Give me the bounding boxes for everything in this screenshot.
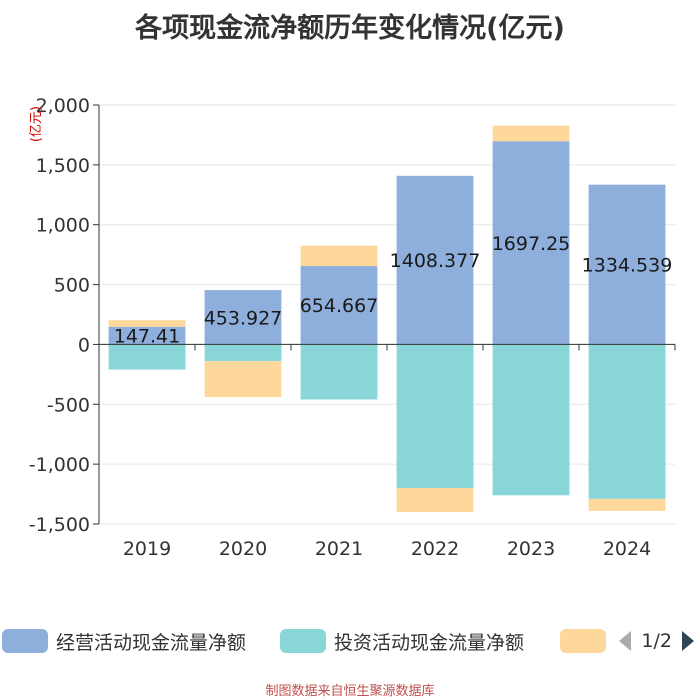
legend-swatch-investing xyxy=(280,629,326,653)
x-tick-label-2023: 2023 xyxy=(507,538,555,560)
legend-swatch-financing xyxy=(560,629,606,653)
bar-investing-2020 xyxy=(204,344,282,362)
legend-next-arrow-icon[interactable] xyxy=(682,631,694,651)
legend: 经营活动现金流量净额 投资活动现金流量净额 1/2 xyxy=(0,626,700,656)
bar-operating-2022 xyxy=(396,175,474,345)
bar-financing-2024 xyxy=(588,498,666,511)
data-label-2024: 1334.539 xyxy=(582,255,673,277)
x-tick-label-2024: 2024 xyxy=(603,538,651,560)
legend-pager: 1/2 xyxy=(619,626,694,656)
x-tick-label-2020: 2020 xyxy=(219,538,267,560)
bar-financing-2021 xyxy=(300,245,378,267)
y-tick-label: 2,000 xyxy=(36,95,90,117)
bar-financing-2023 xyxy=(492,125,570,142)
bar-financing-2022 xyxy=(396,488,474,513)
legend-item-investing[interactable]: 投资活动现金流量净额 xyxy=(280,626,524,656)
bar-operating-2024 xyxy=(588,184,666,345)
bar-investing-2023 xyxy=(492,344,570,496)
x-tick-label-2019: 2019 xyxy=(123,538,171,560)
bar-operating-2020 xyxy=(204,290,282,345)
y-tick-label: 1,000 xyxy=(36,215,90,237)
chart-title: 各项现金流净额历年变化情况(亿元) xyxy=(135,13,565,44)
bar-operating-2023 xyxy=(492,141,570,345)
data-label-2022: 1408.377 xyxy=(390,250,481,272)
legend-label-investing: 投资活动现金流量净额 xyxy=(334,631,525,654)
legend-item-operating[interactable]: 经营活动现金流量净额 xyxy=(2,626,246,656)
bar-financing-2020 xyxy=(204,361,282,398)
y-tick-label: -500 xyxy=(47,394,90,416)
bar-financing-2019 xyxy=(108,320,186,327)
y-tick-label: -1,500 xyxy=(29,514,90,536)
data-label-2019: 147.41 xyxy=(114,326,180,348)
legend-item-financing[interactable] xyxy=(560,626,614,656)
data-label-2021: 654.667 xyxy=(300,295,379,317)
y-tick-label: 0 xyxy=(78,334,90,356)
y-tick-label: -1,000 xyxy=(29,454,90,476)
y-tick-label: 500 xyxy=(54,275,90,297)
bar-investing-2024 xyxy=(588,344,666,499)
bar-operating-2021 xyxy=(300,266,378,345)
cashflow-bar-chart: -1,500 -1,000 -500 0 500 1,000 1,500 2,000(亿元) 2… xyxy=(29,95,676,560)
bar-operating-2019 xyxy=(108,326,186,345)
legend-page-indicator: 1/2 xyxy=(641,630,672,652)
x-tick-label-2021: 2021 xyxy=(315,538,363,560)
bar-investing-2022 xyxy=(396,344,474,489)
legend-prev-arrow-icon[interactable] xyxy=(619,631,632,651)
legend-swatch-operating xyxy=(2,629,48,653)
y-tick-label: 1,500 xyxy=(36,155,90,177)
y-axis-unit-label: (亿元) xyxy=(29,106,44,142)
source-footer: 制图数据来自恒生聚源数据库 xyxy=(265,684,435,699)
x-tick-label-2022: 2022 xyxy=(411,538,459,560)
data-label-2020: 453.927 xyxy=(204,307,283,329)
bar-investing-2021 xyxy=(300,344,378,400)
legend-label-operating: 经营活动现金流量净额 xyxy=(56,631,247,654)
bar-investing-2019 xyxy=(108,344,186,370)
data-label-2023: 1697.25 xyxy=(492,233,571,255)
